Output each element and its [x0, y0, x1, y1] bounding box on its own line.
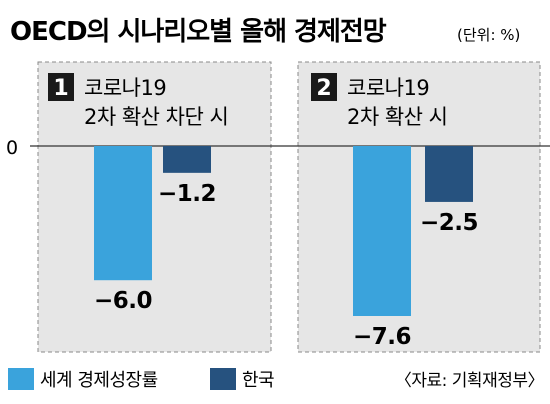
legend: 세계 경제성장률 한국: [8, 368, 275, 391]
panel-2-background: [297, 61, 541, 353]
bar-panel-2-world: [353, 146, 411, 316]
value-label-panel-1-korea: −1.2: [158, 181, 216, 207]
panel-2-title-line2: 2차 확산 시: [347, 105, 448, 129]
panel-1-number: 1: [53, 76, 68, 101]
legend-label-korea: 한국: [242, 370, 274, 391]
legend-swatch-world: [8, 368, 34, 390]
panel-1: 1 코로나19 2차 확산 차단 시: [37, 61, 272, 353]
unit-label: (단위: %): [457, 26, 520, 44]
value-label-panel-2-world: −7.6: [353, 324, 411, 350]
legend-swatch-korea: [210, 368, 236, 390]
bar-panel-1-world: [94, 146, 152, 281]
legend-label-world: 세계 경제성장률: [40, 370, 158, 391]
source-note: 〈자료: 기획재정부〉: [395, 371, 544, 391]
panel-2-badge: [311, 73, 337, 101]
panel-1-title-line1: 코로나19: [84, 76, 166, 100]
bar-panel-2-korea: [425, 146, 473, 202]
panel-1-badge: [48, 73, 74, 101]
bar-panel-1-korea: [163, 146, 211, 173]
y-tick-zero: 0: [6, 137, 18, 159]
panel-1-background: [37, 61, 272, 353]
value-label-panel-2-korea: −2.5: [420, 210, 478, 236]
value-label-panel-1-world: −6.0: [94, 288, 152, 314]
panel-2-title-line1: 코로나19: [347, 76, 429, 100]
panel-2-number: 2: [316, 76, 331, 101]
panel-1-title-line2: 2차 확산 차단 시: [84, 105, 228, 129]
panel-2: 2 코로나19 2차 확산 시: [297, 61, 541, 353]
chart-title: OECD의 시나리오별 올해 경제전망: [10, 17, 387, 47]
